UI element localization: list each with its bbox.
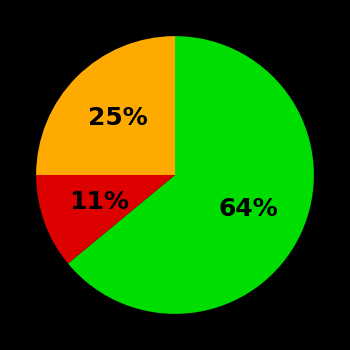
Text: 64%: 64% (218, 197, 278, 221)
Text: 11%: 11% (69, 190, 129, 214)
Wedge shape (36, 36, 175, 175)
Text: 25%: 25% (88, 106, 148, 130)
Wedge shape (36, 175, 175, 264)
Wedge shape (68, 36, 314, 314)
